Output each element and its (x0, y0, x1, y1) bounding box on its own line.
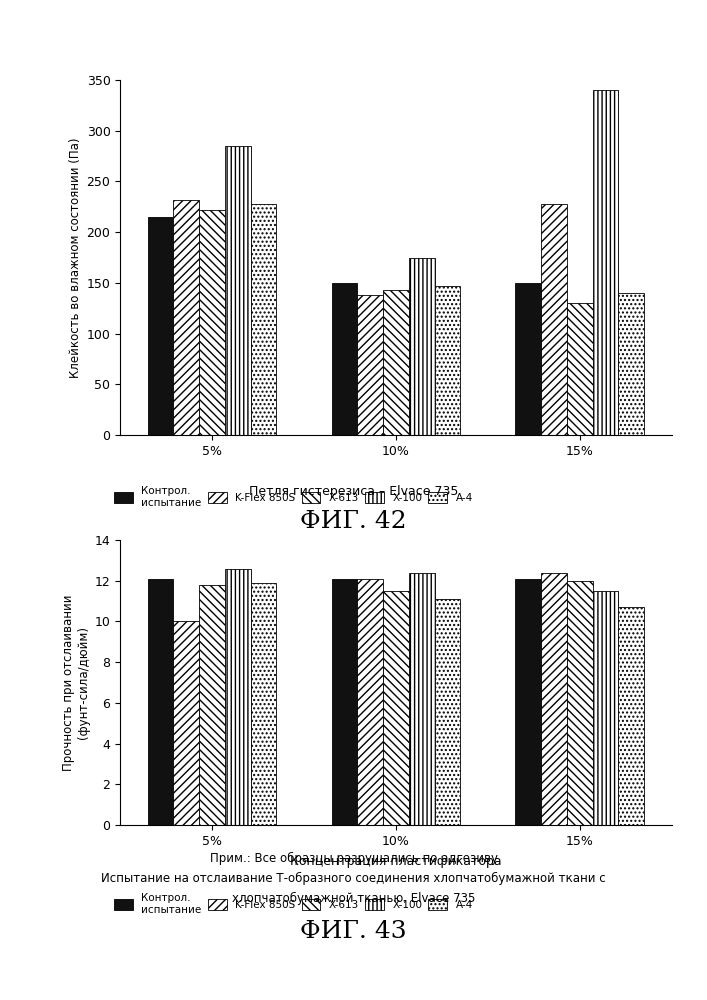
Legend: Контрол.
испытание, K-Flex 850S, X-613, X-100, A-4: Контрол. испытание, K-Flex 850S, X-613, … (115, 486, 473, 508)
Bar (357, 579, 383, 825)
Bar (251, 204, 276, 435)
Bar (435, 286, 460, 435)
Text: ФИГ. 43: ФИГ. 43 (300, 920, 407, 943)
Text: Петля гистерезиса – Elvace 735: Петля гистерезиса – Elvace 735 (249, 485, 458, 498)
Bar (383, 591, 409, 825)
Bar (199, 210, 225, 435)
Bar (251, 583, 276, 825)
Bar (541, 573, 567, 825)
Text: Прим.: Все образцы разрушались по адгезиву: Прим.: Все образцы разрушались по адгези… (209, 852, 498, 865)
Bar (515, 283, 541, 435)
Bar (148, 579, 173, 825)
Bar (409, 573, 435, 825)
Bar (592, 591, 619, 825)
Bar (592, 90, 619, 435)
Bar (435, 599, 460, 825)
X-axis label: Концентрация пластификатора: Концентрация пластификатора (290, 855, 502, 868)
Bar (173, 200, 199, 435)
Bar (225, 569, 251, 825)
Legend: Контрол.
испытание, K-Flex 850S, X-613, X-100, A-4: Контрол. испытание, K-Flex 850S, X-613, … (115, 893, 473, 915)
Bar (173, 621, 199, 825)
Bar (619, 607, 644, 825)
Bar (332, 579, 357, 825)
Bar (409, 257, 435, 435)
Bar (515, 579, 541, 825)
Bar (148, 217, 173, 435)
Bar (332, 283, 357, 435)
Text: ФИГ. 42: ФИГ. 42 (300, 510, 407, 533)
Bar (199, 585, 225, 825)
Text: хлопчатобумажной тканью, Elvace 735: хлопчатобумажной тканью, Elvace 735 (232, 892, 475, 905)
Bar (567, 303, 592, 435)
Bar (619, 293, 644, 435)
Bar (357, 295, 383, 435)
Y-axis label: Клейкость во влажном состоянии (Па): Клейкость во влажном состоянии (Па) (69, 137, 83, 378)
Bar (225, 146, 251, 435)
Y-axis label: Прочность при отслаивании
(фунт-сила/дюйм): Прочность при отслаивании (фунт-сила/дюй… (62, 594, 90, 771)
Bar (541, 204, 567, 435)
Bar (567, 581, 592, 825)
Text: Испытание на отслаивание Т-образного соединения хлопчатобумажной ткани с: Испытание на отслаивание Т-образного сое… (101, 872, 606, 885)
Bar (383, 290, 409, 435)
